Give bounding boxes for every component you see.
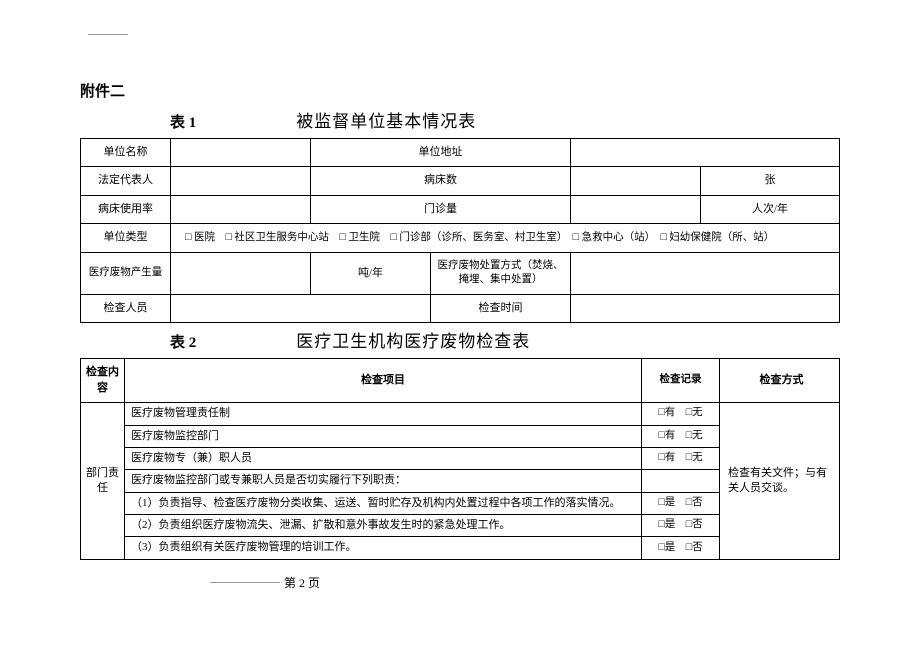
cell-item: 医疗废物专（兼）职人员: [125, 447, 642, 469]
cell-record: □是 □否: [642, 537, 720, 559]
cell-section-label: 部门责任: [81, 403, 125, 560]
cell-beds-label: 病床数: [311, 167, 571, 195]
cell-outpatient-label: 门诊量: [311, 195, 571, 223]
cell-item: （1）负责指导、检查医疗废物分类收集、运送、暂时贮存及机构内处置过程中各项工作的…: [125, 492, 642, 514]
table2-title: 医疗卫生机构医疗废物检查表: [296, 327, 530, 352]
cell-unit-type-label: 单位类型: [81, 224, 171, 252]
th-content: 检查内容: [81, 359, 125, 403]
cell-beds-unit: 张: [701, 167, 840, 195]
table-row: 医疗废物产生量 吨/年 医疗废物处置方式（焚烧、掩埋、集中处置）: [81, 252, 840, 294]
cell-item: 医疗废物管理责任制: [125, 403, 642, 425]
cell-legal-rep-value: [171, 167, 311, 195]
footer-rule: [210, 582, 280, 583]
table-row: 法定代表人 病床数 张: [81, 167, 840, 195]
cell-inspect-time-value: [571, 294, 840, 322]
cell-record: [642, 470, 720, 492]
cell-disposal-method-label: 医疗废物处置方式（焚烧、掩埋、集中处置）: [431, 252, 571, 294]
cell-record: □有 □无: [642, 403, 720, 425]
table-row: 单位名称 单位地址: [81, 139, 840, 167]
cell-waste-qty-unit: 吨/年: [311, 252, 431, 294]
cell-unit-addr-label: 单位地址: [311, 139, 571, 167]
cell-inspectors-label: 检查人员: [81, 294, 171, 322]
th-method: 检查方式: [720, 359, 840, 403]
th-item: 检查项目: [125, 359, 642, 403]
cell-item: 医疗废物监控部门: [125, 425, 642, 447]
cell-unit-addr-value: [571, 139, 840, 167]
table1: 单位名称 单位地址 法定代表人 病床数 张 病床使用率 门诊量 人次/年 单位类…: [80, 138, 840, 323]
table2-title-row: 表 2 医疗卫生机构医疗废物检查表: [80, 327, 840, 352]
cell-outpatient-unit: 人次/年: [701, 195, 840, 223]
cell-record: □有 □无: [642, 425, 720, 447]
attachment-heading: 附件二: [80, 80, 840, 101]
footer: 第 2 页: [210, 574, 840, 591]
cell-waste-qty-label: 医疗废物产生量: [81, 252, 171, 294]
cell-disposal-method-value: [571, 252, 840, 294]
cell-record: □有 □无: [642, 447, 720, 469]
cell-waste-qty-value: [171, 252, 311, 294]
cell-record: □是 □否: [642, 492, 720, 514]
cell-bed-use-rate-label: 病床使用率: [81, 195, 171, 223]
table-row: 病床使用率 门诊量 人次/年: [81, 195, 840, 223]
cell-inspectors-value: [171, 294, 431, 322]
footer-page-number: 第 2 页: [284, 574, 320, 591]
cell-method: 检查有关文件；与有关人员交谈。: [720, 403, 840, 560]
cell-outpatient-value: [571, 195, 701, 223]
cell-unit-type-options: □ 医院 □ 社区卫生服务中心站 □ 卫生院 □ 门诊部（诊所、医务室、村卫生室…: [171, 224, 840, 252]
cell-unit-name-value: [171, 139, 311, 167]
table-row: 单位类型 □ 医院 □ 社区卫生服务中心站 □ 卫生院 □ 门诊部（诊所、医务室…: [81, 224, 840, 252]
table2-label: 表 2: [170, 331, 196, 352]
table2: 检查内容 检查项目 检查记录 检查方式 部门责任医疗废物管理责任制□有 □无检查…: [80, 358, 840, 560]
cell-item: （2）负责组织医疗废物流失、泄漏、扩散和意外事故发生时的紧急处理工作。: [125, 515, 642, 537]
top-rule: [88, 34, 128, 35]
cell-record: □是 □否: [642, 515, 720, 537]
table-row: 部门责任医疗废物管理责任制□有 □无检查有关文件；与有关人员交谈。: [81, 403, 840, 425]
table1-title: 被监督单位基本情况表: [296, 107, 476, 132]
cell-item: （3）负责组织有关医疗废物管理的培训工作。: [125, 537, 642, 559]
cell-inspect-time-label: 检查时间: [431, 294, 571, 322]
table1-label: 表 1: [170, 111, 196, 132]
cell-beds-value: [571, 167, 701, 195]
table1-title-row: 表 1 被监督单位基本情况表: [80, 107, 840, 132]
cell-legal-rep-label: 法定代表人: [81, 167, 171, 195]
table-row: 检查人员 检查时间: [81, 294, 840, 322]
cell-bed-use-rate-value: [171, 195, 311, 223]
cell-item: 医疗废物监控部门或专兼职人员是否切实履行下列职责：: [125, 470, 642, 492]
table2-header-row: 检查内容 检查项目 检查记录 检查方式: [81, 359, 840, 403]
page-container: 附件二 表 1 被监督单位基本情况表 单位名称 单位地址 法定代表人 病床数 张…: [0, 0, 920, 611]
th-record: 检查记录: [642, 359, 720, 403]
cell-unit-name-label: 单位名称: [81, 139, 171, 167]
